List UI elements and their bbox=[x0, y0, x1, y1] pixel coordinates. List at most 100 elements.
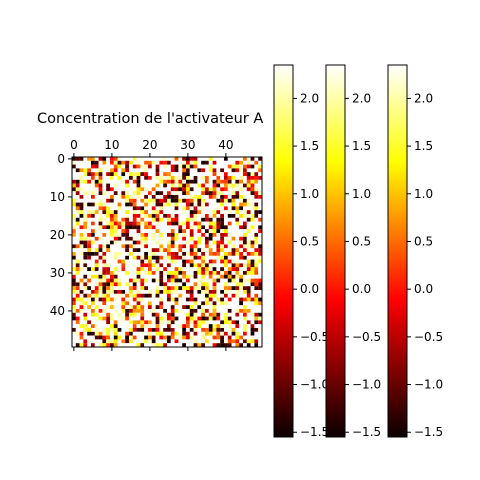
heatmap-cell bbox=[94, 274, 99, 279]
heatmap-cell bbox=[155, 225, 160, 230]
heatmap-cell bbox=[83, 240, 88, 245]
heatmap-cell bbox=[170, 202, 175, 207]
heatmap-cell bbox=[201, 252, 206, 256]
heatmap-cell bbox=[148, 271, 152, 275]
heatmap-cell bbox=[227, 176, 232, 180]
heatmap-cell bbox=[91, 252, 95, 256]
heatmap-cell bbox=[75, 160, 80, 165]
heatmap-cell bbox=[216, 229, 221, 234]
heatmap-cell bbox=[250, 290, 255, 294]
heatmap-cell bbox=[212, 320, 217, 325]
heatmap-cell bbox=[212, 240, 217, 245]
heatmap-cell bbox=[201, 335, 206, 340]
heatmap-cell bbox=[212, 293, 217, 298]
heatmap-cell bbox=[159, 320, 164, 325]
heatmap-cell bbox=[189, 168, 194, 173]
heatmap-cell bbox=[87, 290, 92, 294]
heatmap-cell bbox=[170, 233, 175, 237]
heatmap-cell bbox=[117, 240, 122, 245]
heatmap-cell bbox=[83, 191, 88, 196]
heatmap-cell bbox=[98, 312, 103, 317]
heatmap-cell bbox=[246, 324, 251, 329]
heatmap-cell bbox=[110, 286, 114, 291]
heatmap-cell bbox=[246, 328, 251, 332]
heatmap-cell bbox=[148, 244, 152, 249]
heatmap-cell bbox=[212, 157, 217, 161]
heatmap-cell bbox=[197, 157, 202, 161]
heatmap-cell bbox=[110, 217, 114, 222]
heatmap-cell bbox=[205, 179, 209, 184]
heatmap-cell bbox=[182, 225, 187, 230]
heatmap-cell bbox=[121, 183, 126, 188]
heatmap-cell bbox=[163, 267, 168, 272]
heatmap-cell bbox=[224, 305, 228, 310]
heatmap-cell bbox=[258, 286, 263, 291]
heatmap-cell bbox=[72, 172, 76, 177]
heatmap-cell bbox=[155, 339, 160, 344]
heatmap-cell bbox=[75, 286, 80, 291]
heatmap-cell bbox=[75, 229, 80, 234]
heatmap-cell bbox=[113, 168, 118, 173]
heatmap-cell bbox=[132, 316, 137, 321]
heatmap-cell bbox=[91, 217, 95, 222]
heatmap-cell bbox=[167, 328, 171, 332]
heatmap-cell bbox=[254, 214, 259, 218]
heatmap-cell bbox=[186, 252, 190, 256]
heatmap-cell bbox=[201, 263, 206, 268]
heatmap-cell bbox=[167, 316, 171, 321]
heatmap-cell bbox=[87, 225, 92, 230]
heatmap-cell bbox=[102, 225, 107, 230]
heatmap-cell bbox=[258, 331, 263, 336]
heatmap-cell bbox=[148, 339, 152, 344]
heatmap-cell bbox=[87, 240, 92, 245]
heatmap-cell bbox=[243, 324, 247, 329]
heatmap-cell bbox=[235, 172, 240, 177]
heatmap-cell bbox=[87, 168, 92, 173]
heatmap-cell bbox=[129, 309, 133, 313]
heatmap-cell bbox=[170, 290, 175, 294]
heatmap-cell bbox=[189, 179, 194, 184]
heatmap-cell bbox=[83, 297, 88, 302]
heatmap-cell bbox=[186, 221, 190, 226]
heatmap-cell bbox=[140, 236, 145, 241]
heatmap-cell bbox=[83, 229, 88, 234]
heatmap-cell bbox=[258, 229, 263, 234]
heatmap-cell bbox=[197, 343, 202, 348]
heatmap-cell bbox=[186, 282, 190, 287]
heatmap-cell bbox=[72, 202, 76, 207]
heatmap-cell bbox=[243, 176, 247, 180]
heatmap-cell bbox=[110, 290, 114, 294]
heatmap-cell bbox=[178, 183, 183, 188]
heatmap-cell bbox=[224, 229, 228, 234]
heatmap-cell bbox=[193, 339, 198, 344]
heatmap-cell bbox=[151, 274, 156, 279]
heatmap-cell bbox=[136, 195, 141, 199]
heatmap-cell bbox=[117, 282, 122, 287]
heatmap-cell bbox=[254, 328, 259, 332]
heatmap-cell bbox=[205, 309, 209, 313]
heatmap-cell bbox=[79, 195, 84, 199]
heatmap-cell bbox=[91, 191, 95, 196]
heatmap-cell bbox=[83, 339, 88, 344]
heatmap-cell bbox=[250, 240, 255, 245]
heatmap-cell bbox=[197, 316, 202, 321]
heatmap-cell bbox=[258, 157, 263, 161]
heatmap-cell bbox=[144, 267, 149, 272]
heatmap-cell bbox=[75, 233, 80, 237]
heatmap-cell bbox=[79, 255, 84, 260]
heatmap-cell bbox=[197, 255, 202, 260]
heatmap-cell bbox=[155, 335, 160, 340]
colorbar-tick-label: 1.0 bbox=[352, 187, 371, 201]
heatmap-cell bbox=[246, 206, 251, 211]
heatmap-cell bbox=[197, 290, 202, 294]
heatmap-cell bbox=[91, 282, 95, 287]
heatmap-cell bbox=[72, 214, 76, 218]
heatmap-cell bbox=[113, 157, 118, 161]
heatmap-cell bbox=[140, 191, 145, 196]
heatmap-cell bbox=[205, 316, 209, 321]
heatmap-cell bbox=[231, 195, 236, 199]
heatmap-cell bbox=[220, 255, 225, 260]
heatmap-cell bbox=[208, 183, 213, 188]
heatmap-cell bbox=[136, 316, 141, 321]
heatmap-cell bbox=[220, 278, 225, 283]
